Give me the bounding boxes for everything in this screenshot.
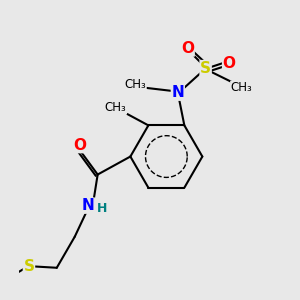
Text: S: S: [200, 61, 211, 76]
Text: O: O: [181, 41, 194, 56]
Text: O: O: [73, 138, 86, 153]
Text: S: S: [23, 259, 34, 274]
Text: N: N: [82, 198, 94, 213]
Text: N: N: [171, 85, 184, 100]
Text: CH₃: CH₃: [231, 81, 253, 94]
Text: CH₃: CH₃: [124, 78, 146, 91]
Text: O: O: [223, 56, 236, 71]
Text: H: H: [98, 202, 108, 215]
Text: CH₃: CH₃: [105, 101, 127, 114]
